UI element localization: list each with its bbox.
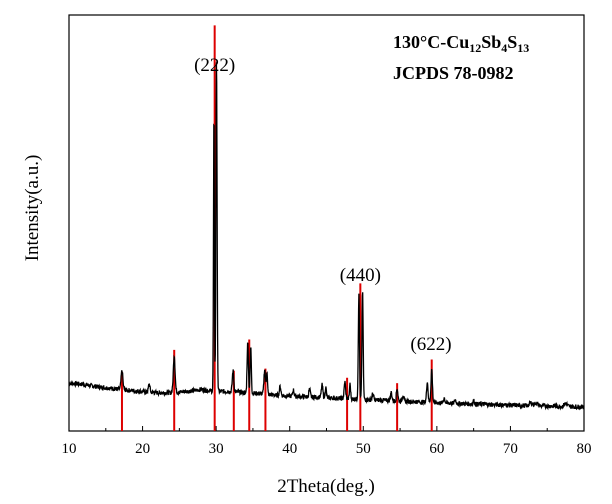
x-axis-label: 2Theta(deg.) <box>277 476 375 497</box>
y-axis-label: Intensity(a.u.) <box>22 155 43 262</box>
peak-annotation-label: (440) <box>340 265 381 286</box>
x-tick-label: 40 <box>282 441 297 457</box>
peak-labels: (222) (440) (622) <box>194 55 451 355</box>
x-tick-label: 60 <box>429 441 444 457</box>
peak-annotation-label: (622) <box>410 334 451 355</box>
x-tick-label: 50 <box>356 441 371 457</box>
x-tick-label: 30 <box>209 441 224 457</box>
xrd-pattern-line <box>68 62 585 411</box>
x-tick-label: 70 <box>503 441 518 457</box>
x-tick-label: 80 <box>577 441 592 457</box>
legend-reference-label: JCPDS 78-0982 <box>393 63 514 83</box>
x-tick-label: 10 <box>62 441 77 457</box>
x-axis-ticks: 10 20 30 40 50 60 70 80 <box>62 426 592 457</box>
legend-sample-label: 130°C-Cu12Sb4S13 <box>393 32 529 55</box>
x-tick-label: 20 <box>135 441 150 457</box>
reference-lines <box>120 25 433 431</box>
peak-annotation-label: (222) <box>194 55 235 76</box>
